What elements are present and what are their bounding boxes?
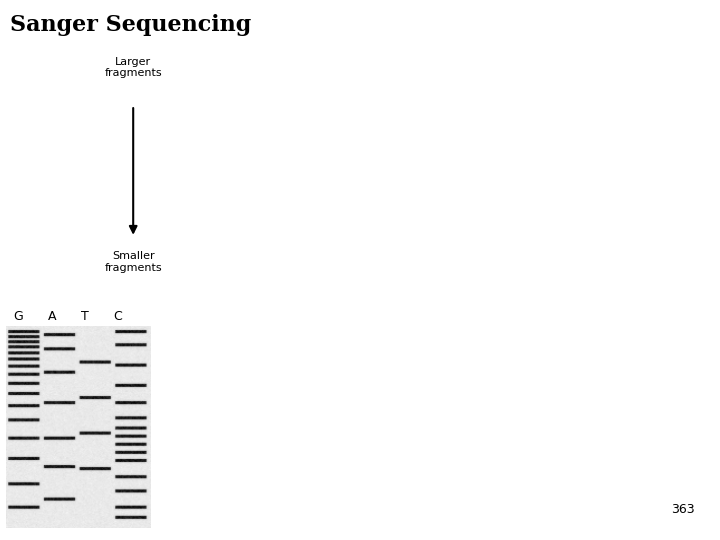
Text: T: T [81,310,89,323]
Text: Sanger Sequencing: Sanger Sequencing [10,14,251,36]
Text: Larger
fragments: Larger fragments [104,57,162,78]
Text: G: G [13,310,23,323]
Text: 363: 363 [671,503,695,516]
Text: Smaller
fragments: Smaller fragments [104,251,162,273]
Text: A: A [48,310,56,323]
Text: C: C [113,310,122,323]
